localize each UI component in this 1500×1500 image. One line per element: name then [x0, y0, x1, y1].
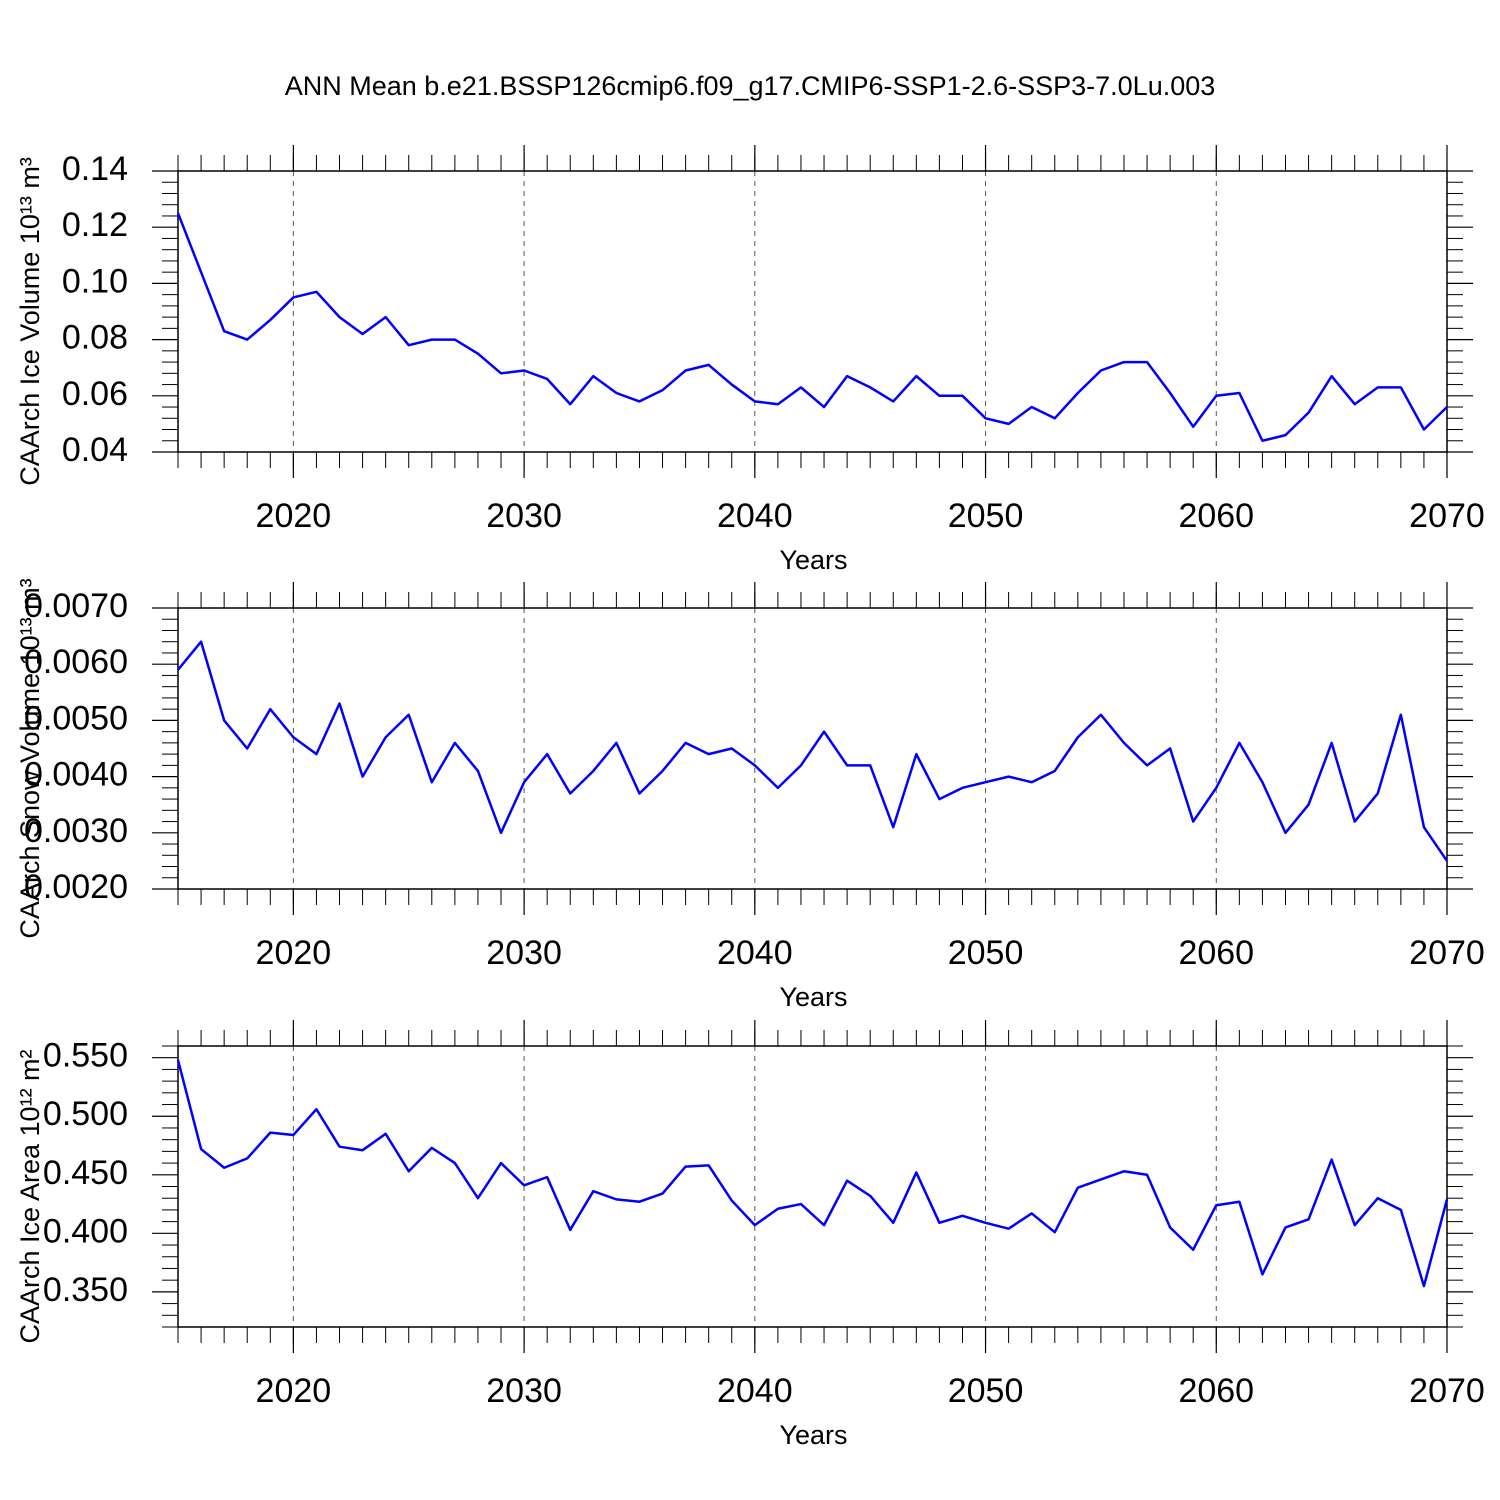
x-tick-label: 2050	[948, 934, 1024, 972]
y-tick-label: 0.400	[43, 1212, 128, 1250]
y-tick-label: 0.14	[62, 150, 128, 188]
x-tick-label: 2070	[1409, 497, 1485, 535]
x-tick-label: 2050	[948, 497, 1024, 535]
y-tick-label: 0.0050	[24, 699, 128, 737]
x-axis-label: Years	[779, 982, 847, 1012]
y-axis-label: CAArch Ice Volume 10¹³ m³	[15, 157, 45, 486]
plot-frame	[177, 170, 1448, 453]
y-tick-label: 0.04	[62, 431, 128, 469]
x-tick-label: 2020	[256, 497, 332, 535]
y-tick-label: 0.500	[43, 1095, 128, 1133]
x-axis-label: Years	[779, 545, 847, 575]
data-line	[176, 212, 1448, 443]
y-tick-label: 0.0020	[24, 868, 128, 906]
y-tick-label: 0.0040	[24, 756, 128, 794]
data-line	[176, 1059, 1449, 1288]
x-tick-label: 2020	[256, 934, 332, 972]
x-tick-label: 2030	[486, 1372, 562, 1410]
x-tick-label: 2060	[1178, 1372, 1254, 1410]
x-tick-label: 2070	[1409, 1372, 1485, 1410]
x-tick-label: 2060	[1178, 497, 1254, 535]
y-tick-label: 0.350	[43, 1271, 128, 1309]
x-tick-label: 2050	[948, 1372, 1024, 1410]
y-tick-label: 0.550	[43, 1037, 128, 1075]
y-axis-label: CAArch Snow Volume 10¹³ m³	[15, 578, 45, 938]
y-tick-label: 0.450	[43, 1154, 128, 1192]
y-tick-label: 0.10	[62, 262, 128, 300]
x-tick-label: 2060	[1178, 934, 1254, 972]
y-tick-label: 0.0070	[24, 587, 128, 625]
y-tick-label: 0.06	[62, 375, 128, 413]
y-tick-label: 0.12	[62, 206, 128, 244]
x-tick-label: 2040	[717, 1372, 793, 1410]
figure-title: ANN Mean b.e21.BSSP126cmip6.f09_g17.CMIP…	[285, 71, 1216, 101]
y-axis-label: CAArch Ice Area 10¹² m²	[15, 1049, 45, 1343]
plot-frame	[177, 607, 1448, 890]
data-line	[177, 640, 1449, 862]
x-axis-label: Years	[779, 1420, 847, 1450]
y-tick-label: 0.0060	[24, 643, 128, 681]
plot-frame	[177, 1045, 1448, 1328]
x-tick-label: 2030	[486, 934, 562, 972]
y-tick-label: 0.0030	[24, 812, 128, 850]
x-tick-label: 2020	[256, 1372, 332, 1410]
x-tick-label: 2070	[1409, 934, 1485, 972]
x-tick-label: 2040	[717, 497, 793, 535]
x-tick-label: 2030	[486, 497, 562, 535]
x-tick-label: 2040	[717, 934, 793, 972]
y-tick-label: 0.08	[62, 319, 128, 357]
